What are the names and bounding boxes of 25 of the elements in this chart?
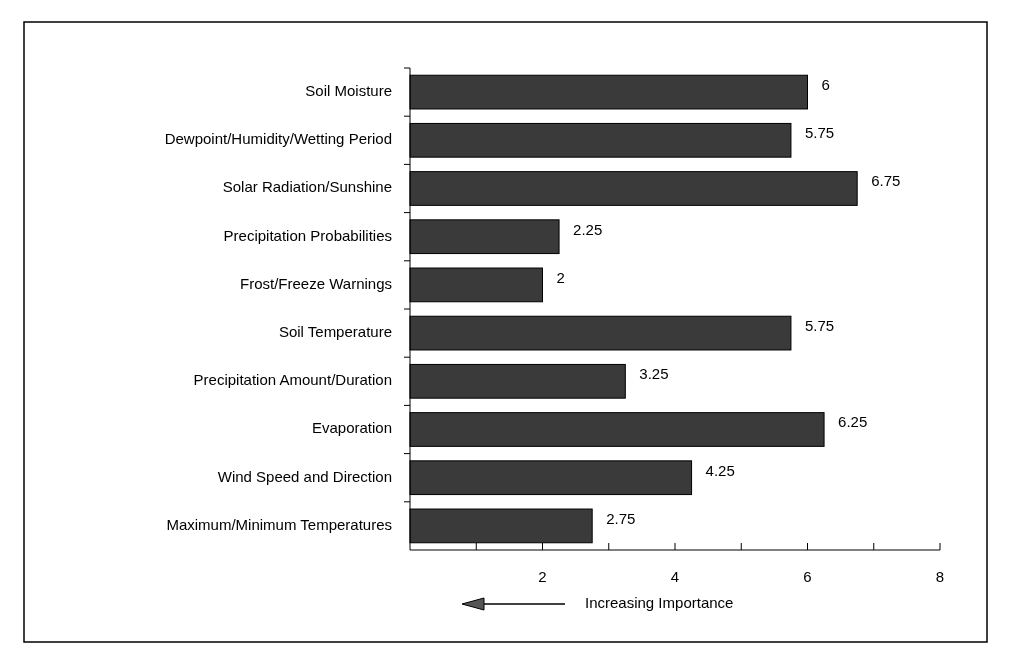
x-tick-label: 6 (803, 568, 812, 585)
data-label: 5.75 (804, 317, 835, 335)
data-label: 6.75 (871, 172, 901, 190)
y-tick-label: Precipitation Probabilities (223, 226, 392, 244)
data-label: 2.75 (606, 509, 636, 527)
y-tick-label: Soil Temperature (278, 323, 392, 341)
y-tick-label: Precipitation Amount/Duration (193, 371, 392, 389)
y-tick-label: Frost/Freeze Warnings (240, 274, 392, 292)
data-label: 2 (556, 268, 565, 286)
data-label: 5.75 (804, 124, 835, 142)
y-tick-label: Solar Radiation/Sunshine (222, 178, 392, 196)
text: Increasing Importance (585, 593, 734, 611)
y-tick-label: Evaporation (311, 419, 392, 437)
x-tick-label: 8 (935, 568, 945, 585)
x-tick-label: 4 (670, 568, 680, 585)
data-label: 2.25 (573, 220, 603, 238)
y-tick-label: Dewpoint/Humidity/Wetting Period (164, 130, 392, 148)
y-tick-label: Soil Moisture (305, 82, 392, 100)
x-tick-label: 2 (538, 568, 547, 585)
data-label: 4.25 (705, 461, 735, 479)
y-tick-label: Wind Speed and Direction (217, 467, 392, 485)
data-label: 6 (821, 76, 830, 94)
data-label: 6.25 (838, 413, 868, 431)
data-label: 3.25 (639, 365, 669, 383)
y-tick-label: Maximum/Minimum Temperatures (166, 515, 392, 533)
